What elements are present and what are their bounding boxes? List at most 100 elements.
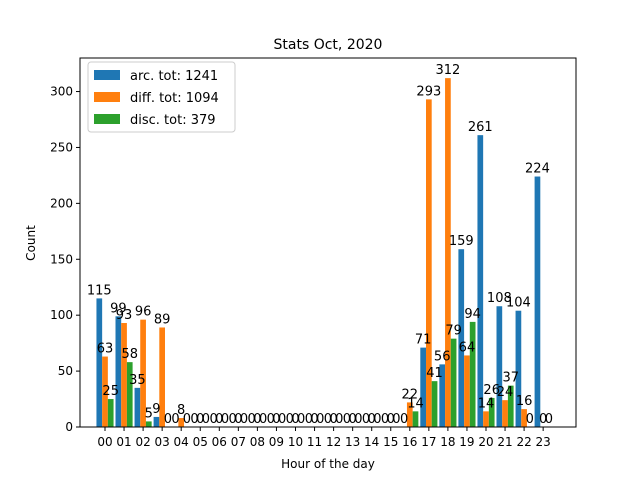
data-label-series1-17: 293 bbox=[416, 84, 441, 99]
bar-series1-00 bbox=[102, 356, 108, 427]
data-label-series1-15: 0 bbox=[387, 412, 395, 427]
bar-series1-19 bbox=[464, 355, 470, 427]
bar-series0-02 bbox=[134, 387, 141, 427]
bar-series1-17 bbox=[426, 99, 432, 428]
bar-series0-23 bbox=[534, 176, 541, 427]
x-tick-label-21: 21 bbox=[497, 435, 512, 449]
x-tick-label-19: 19 bbox=[459, 435, 474, 449]
bar-series1-22 bbox=[521, 409, 527, 427]
bar-series1-02 bbox=[140, 319, 146, 427]
data-label-series2-05: 0 bbox=[202, 412, 210, 427]
legend-label-1: diff. tot: 1094 bbox=[130, 91, 219, 106]
data-label-series2-13: 0 bbox=[354, 412, 362, 427]
x-tick-label-23: 23 bbox=[536, 435, 551, 449]
x-tick-label-20: 20 bbox=[478, 435, 493, 449]
x-tick-label-10: 10 bbox=[288, 435, 303, 449]
legend-label-0: arc. tot: 1241 bbox=[130, 69, 218, 84]
data-label-series0-09: 0 bbox=[267, 412, 275, 427]
data-label-series0-20: 261 bbox=[468, 120, 493, 135]
x-tick-label-06: 06 bbox=[212, 435, 227, 449]
data-label-series0-13: 0 bbox=[343, 412, 351, 427]
data-label-series2-21: 37 bbox=[502, 371, 519, 386]
data-label-series2-08: 0 bbox=[259, 412, 267, 427]
data-label-series0-17: 71 bbox=[415, 333, 432, 348]
bar-series2-00 bbox=[107, 399, 114, 427]
bar-series1-20 bbox=[483, 411, 489, 427]
bar-series0-01 bbox=[115, 316, 122, 427]
data-label-series0-07: 0 bbox=[229, 412, 237, 427]
bar-series1-18 bbox=[445, 78, 451, 427]
x-tick-label-12: 12 bbox=[326, 435, 341, 449]
data-label-series2-03: 0 bbox=[164, 412, 172, 427]
data-label-series0-05: 0 bbox=[190, 412, 198, 427]
x-tick-label-01: 01 bbox=[116, 435, 131, 449]
data-label-series0-01: 99 bbox=[110, 301, 127, 316]
data-label-series1-02: 96 bbox=[135, 305, 152, 320]
data-label-series1-13: 0 bbox=[349, 412, 357, 427]
bar-series2-18 bbox=[450, 338, 457, 427]
data-label-series1-21: 24 bbox=[497, 385, 514, 400]
x-axis-label: Hour of the day bbox=[281, 457, 375, 471]
bar-series2-19 bbox=[469, 321, 476, 427]
data-label-series0-22: 104 bbox=[506, 296, 531, 311]
chart-title: Stats Oct, 2020 bbox=[274, 37, 383, 53]
data-label-series2-22: 0 bbox=[526, 412, 534, 427]
data-label-series2-09: 0 bbox=[278, 412, 286, 427]
data-label-series0-16: 0 bbox=[400, 412, 408, 427]
bar-series1-21 bbox=[502, 400, 508, 427]
legend-swatch-0 bbox=[94, 70, 120, 80]
data-label-series0-04: 0 bbox=[171, 412, 179, 427]
bar-series2-02 bbox=[145, 421, 152, 427]
bar-series1-03 bbox=[159, 327, 165, 427]
data-label-series1-03: 89 bbox=[154, 312, 171, 327]
data-label-series0-12: 0 bbox=[324, 412, 332, 427]
x-tick-label-14: 14 bbox=[364, 435, 379, 449]
data-label-series1-06: 0 bbox=[215, 412, 223, 427]
x-tick-label-16: 16 bbox=[402, 435, 417, 449]
data-label-series0-21: 108 bbox=[487, 291, 512, 306]
legend-box bbox=[87, 61, 236, 133]
data-label-series0-08: 0 bbox=[248, 412, 256, 427]
data-label-series2-02: 5 bbox=[145, 406, 153, 421]
y-tick-label-150: 150 bbox=[50, 252, 73, 266]
data-label-series2-11: 0 bbox=[316, 412, 324, 427]
data-label-series2-16: 14 bbox=[407, 396, 424, 411]
x-tick-label-04: 04 bbox=[174, 435, 189, 449]
y-tick-label-250: 250 bbox=[50, 140, 73, 154]
data-label-series1-01: 93 bbox=[116, 308, 133, 323]
data-label-series2-07: 0 bbox=[240, 412, 248, 427]
bar-series0-18 bbox=[439, 364, 446, 427]
data-label-series2-12: 0 bbox=[335, 412, 343, 427]
data-label-series1-04: 8 bbox=[177, 403, 185, 418]
plot-frame bbox=[79, 57, 577, 428]
x-tick-label-15: 15 bbox=[383, 435, 398, 449]
y-tick-label-200: 200 bbox=[50, 196, 73, 210]
data-label-series1-18: 312 bbox=[435, 63, 460, 78]
bar-series2-20 bbox=[488, 397, 495, 427]
x-tick-label-00: 00 bbox=[97, 435, 112, 449]
data-label-series0-00: 115 bbox=[87, 283, 112, 298]
data-label-series1-12: 0 bbox=[329, 412, 337, 427]
bar-series1-04 bbox=[178, 418, 185, 427]
data-label-series2-01: 58 bbox=[121, 347, 138, 362]
data-label-series0-23: 224 bbox=[525, 162, 550, 177]
bar-series2-17 bbox=[431, 381, 438, 427]
bar-series2-21 bbox=[507, 385, 514, 427]
bars-layer bbox=[96, 78, 541, 428]
data-label-series0-11: 0 bbox=[305, 412, 313, 427]
x-tick-label-22: 22 bbox=[516, 435, 531, 449]
data-label-series2-23: 0 bbox=[545, 412, 553, 427]
legend-swatch-1 bbox=[94, 92, 120, 102]
data-label-series2-17: 41 bbox=[426, 366, 443, 381]
data-label-series2-04: 0 bbox=[183, 412, 191, 427]
data-label-series2-14: 0 bbox=[373, 412, 381, 427]
data-label-series2-15: 0 bbox=[392, 412, 400, 427]
data-label-series1-00: 63 bbox=[97, 342, 114, 357]
bar-series1-16 bbox=[406, 402, 413, 427]
bar-series0-00 bbox=[96, 298, 103, 427]
x-tick-label-03: 03 bbox=[155, 435, 170, 449]
data-label-series2-00: 25 bbox=[102, 384, 119, 399]
